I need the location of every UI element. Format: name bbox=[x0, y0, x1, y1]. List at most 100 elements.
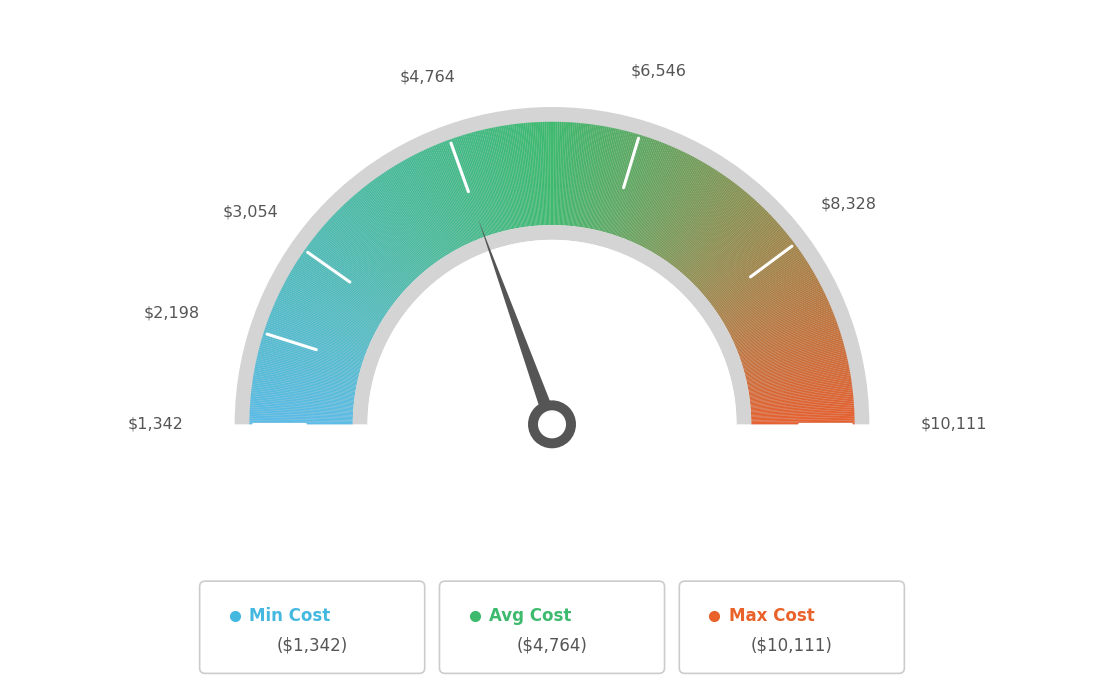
Wedge shape bbox=[741, 326, 839, 360]
Wedge shape bbox=[745, 351, 846, 377]
Wedge shape bbox=[265, 326, 363, 360]
Wedge shape bbox=[488, 128, 511, 230]
Wedge shape bbox=[298, 257, 385, 315]
Wedge shape bbox=[531, 122, 540, 226]
Text: $10,111: $10,111 bbox=[921, 417, 987, 432]
Polygon shape bbox=[478, 219, 559, 426]
Wedge shape bbox=[607, 134, 638, 233]
Wedge shape bbox=[309, 242, 393, 305]
Wedge shape bbox=[639, 152, 686, 246]
Wedge shape bbox=[526, 123, 535, 226]
Wedge shape bbox=[720, 261, 807, 317]
Wedge shape bbox=[704, 228, 784, 297]
Wedge shape bbox=[499, 126, 519, 228]
Wedge shape bbox=[276, 299, 371, 343]
Wedge shape bbox=[422, 150, 467, 244]
Wedge shape bbox=[368, 240, 736, 424]
Wedge shape bbox=[714, 250, 800, 310]
Wedge shape bbox=[533, 122, 541, 226]
Wedge shape bbox=[737, 315, 835, 353]
Wedge shape bbox=[751, 400, 853, 409]
Wedge shape bbox=[337, 210, 411, 284]
Wedge shape bbox=[514, 124, 529, 226]
Wedge shape bbox=[744, 346, 845, 373]
Wedge shape bbox=[352, 196, 421, 275]
Wedge shape bbox=[378, 176, 438, 262]
Wedge shape bbox=[749, 373, 850, 392]
Wedge shape bbox=[584, 126, 603, 228]
Wedge shape bbox=[320, 228, 400, 297]
Wedge shape bbox=[605, 132, 635, 233]
Wedge shape bbox=[379, 175, 439, 261]
Wedge shape bbox=[393, 166, 448, 255]
Wedge shape bbox=[272, 308, 368, 348]
Wedge shape bbox=[254, 370, 357, 389]
Wedge shape bbox=[684, 199, 755, 277]
Wedge shape bbox=[460, 135, 492, 235]
Wedge shape bbox=[689, 204, 761, 280]
Wedge shape bbox=[383, 172, 442, 259]
Wedge shape bbox=[361, 189, 427, 270]
Wedge shape bbox=[745, 349, 846, 376]
Wedge shape bbox=[649, 160, 701, 251]
Wedge shape bbox=[571, 123, 583, 226]
Wedge shape bbox=[683, 196, 752, 275]
Wedge shape bbox=[335, 213, 410, 286]
Wedge shape bbox=[259, 347, 359, 375]
Wedge shape bbox=[439, 143, 479, 239]
Wedge shape bbox=[323, 224, 403, 293]
Text: Min Cost: Min Cost bbox=[250, 607, 331, 625]
Wedge shape bbox=[319, 230, 400, 297]
Wedge shape bbox=[329, 219, 406, 290]
Wedge shape bbox=[707, 233, 787, 299]
Wedge shape bbox=[373, 179, 435, 264]
Wedge shape bbox=[751, 422, 854, 424]
Wedge shape bbox=[746, 360, 848, 384]
Wedge shape bbox=[257, 357, 358, 381]
Wedge shape bbox=[267, 322, 364, 358]
Wedge shape bbox=[509, 125, 524, 227]
Wedge shape bbox=[742, 331, 840, 364]
Wedge shape bbox=[363, 186, 428, 268]
Wedge shape bbox=[655, 165, 709, 254]
Wedge shape bbox=[490, 128, 512, 229]
Wedge shape bbox=[552, 121, 554, 225]
Wedge shape bbox=[615, 137, 649, 235]
Text: ($1,342): ($1,342) bbox=[276, 637, 348, 655]
Wedge shape bbox=[258, 351, 359, 377]
Wedge shape bbox=[599, 130, 625, 231]
Wedge shape bbox=[567, 123, 576, 226]
Wedge shape bbox=[449, 139, 486, 237]
Wedge shape bbox=[595, 129, 619, 230]
Wedge shape bbox=[491, 128, 513, 229]
Wedge shape bbox=[712, 245, 797, 307]
Wedge shape bbox=[746, 357, 847, 381]
Wedge shape bbox=[652, 163, 707, 253]
Wedge shape bbox=[746, 358, 848, 382]
Wedge shape bbox=[252, 386, 354, 401]
Wedge shape bbox=[316, 235, 397, 300]
Wedge shape bbox=[700, 221, 777, 292]
Wedge shape bbox=[732, 295, 827, 341]
Wedge shape bbox=[287, 277, 378, 328]
Wedge shape bbox=[650, 161, 703, 252]
Wedge shape bbox=[723, 270, 814, 324]
Wedge shape bbox=[573, 124, 586, 226]
Wedge shape bbox=[620, 140, 658, 238]
Wedge shape bbox=[250, 420, 353, 423]
Text: Avg Cost: Avg Cost bbox=[489, 607, 572, 625]
Wedge shape bbox=[341, 206, 414, 282]
Wedge shape bbox=[708, 236, 789, 302]
Wedge shape bbox=[683, 197, 754, 276]
Wedge shape bbox=[251, 390, 354, 403]
Wedge shape bbox=[574, 124, 588, 226]
Wedge shape bbox=[747, 362, 849, 384]
Wedge shape bbox=[266, 324, 364, 359]
Wedge shape bbox=[250, 422, 353, 424]
Wedge shape bbox=[443, 141, 481, 239]
Wedge shape bbox=[629, 145, 670, 241]
Wedge shape bbox=[606, 133, 636, 233]
FancyBboxPatch shape bbox=[679, 581, 904, 673]
Wedge shape bbox=[749, 377, 851, 395]
Wedge shape bbox=[367, 184, 431, 267]
